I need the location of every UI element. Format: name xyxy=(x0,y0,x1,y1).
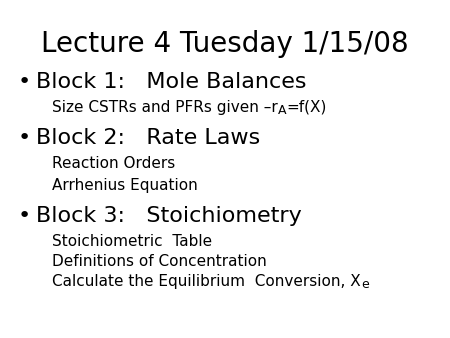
Text: Block 2:   Rate Laws: Block 2: Rate Laws xyxy=(36,128,260,148)
Text: Definitions of Concentration: Definitions of Concentration xyxy=(52,254,267,269)
Text: Arrhenius Equation: Arrhenius Equation xyxy=(52,178,198,193)
Text: A: A xyxy=(278,104,286,117)
Text: Calculate the Equilibrium  Conversion, X: Calculate the Equilibrium Conversion, X xyxy=(52,274,361,289)
Text: Block 3:   Stoichiometry: Block 3: Stoichiometry xyxy=(36,206,302,226)
Text: •: • xyxy=(18,72,31,92)
Text: •: • xyxy=(18,206,31,226)
Text: Size CSTRs and PFRs given –r: Size CSTRs and PFRs given –r xyxy=(52,100,278,115)
Text: Reaction Orders: Reaction Orders xyxy=(52,156,175,171)
Text: Stoichiometric  Table: Stoichiometric Table xyxy=(52,234,212,249)
Text: e: e xyxy=(361,278,369,291)
Text: Block 1:   Mole Balances: Block 1: Mole Balances xyxy=(36,72,306,92)
Text: Lecture 4 Tuesday 1/15/08: Lecture 4 Tuesday 1/15/08 xyxy=(41,30,409,58)
Text: •: • xyxy=(18,128,31,148)
Text: =f(X): =f(X) xyxy=(286,100,327,115)
